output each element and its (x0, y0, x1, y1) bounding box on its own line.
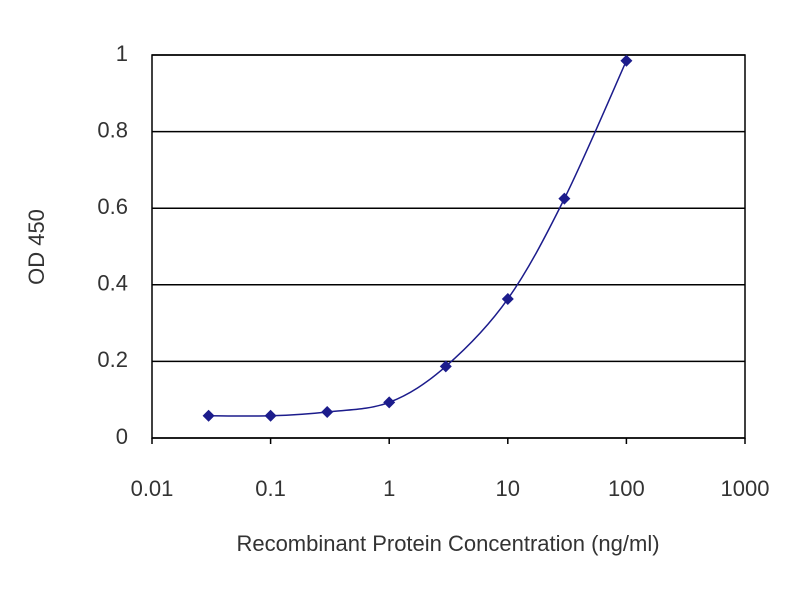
y-tick-label: 1 (116, 41, 128, 66)
plot-frame (151, 54, 746, 439)
y-tick-label: 0.4 (97, 271, 128, 296)
y-axis-label: OD 450 (24, 209, 49, 285)
data-point (620, 54, 633, 67)
data-point (264, 409, 277, 422)
data-point (202, 409, 215, 422)
y-tick-label: 0.2 (97, 347, 128, 372)
x-axis-label: Recombinant Protein Concentration (ng/ml… (236, 531, 659, 556)
x-tick-label: 0.01 (131, 476, 174, 501)
data-point (501, 292, 514, 305)
data-point (439, 360, 452, 373)
x-tick-label: 100 (608, 476, 645, 501)
x-tick-label: 1 (383, 476, 395, 501)
x-tick-label: 10 (496, 476, 520, 501)
y-tick-label: 0.8 (97, 117, 128, 142)
data-point (383, 396, 396, 409)
y-tick-label: 0 (116, 424, 128, 449)
x-tick-label: 0.1 (255, 476, 286, 501)
y-tick-label: 0.6 (97, 194, 128, 219)
data-point (321, 405, 334, 418)
x-tick-label: 1000 (721, 476, 770, 501)
data-point (558, 192, 571, 205)
